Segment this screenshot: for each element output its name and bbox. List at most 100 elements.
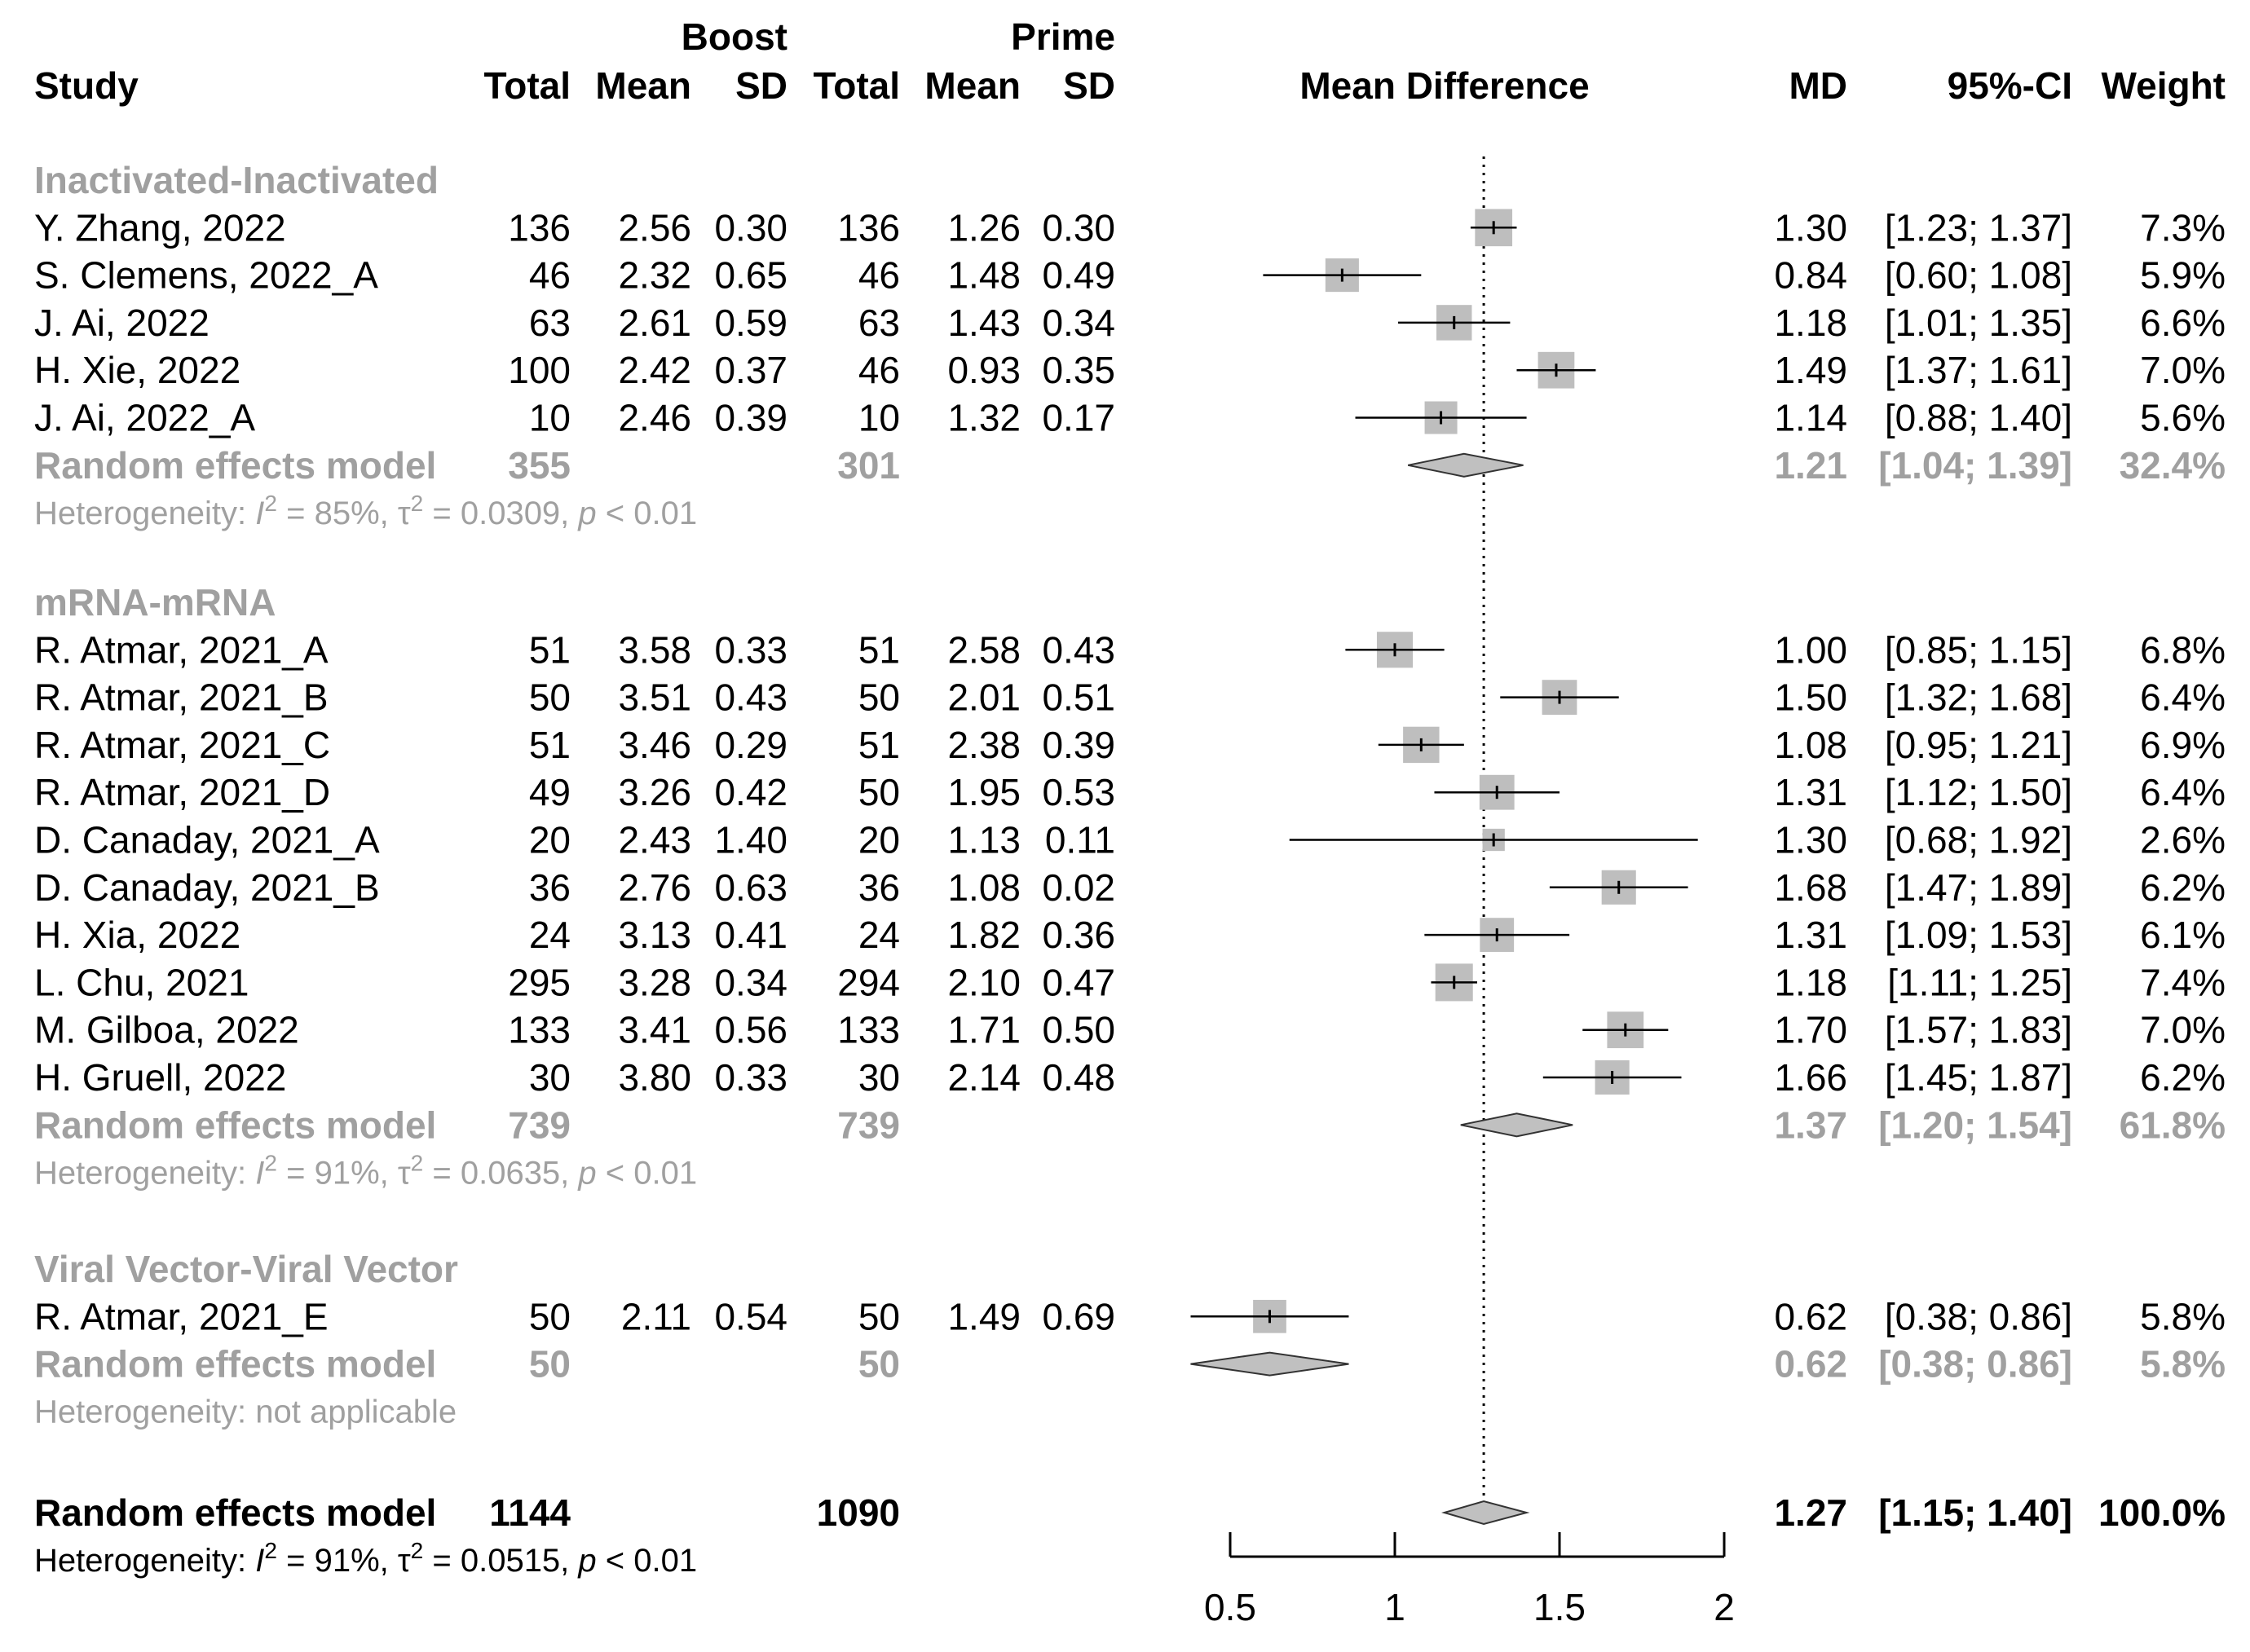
prime-total: 294 — [837, 961, 900, 1003]
weight-value: 2.6% — [2140, 819, 2226, 861]
study-name: H. Gruell, 2022 — [34, 1056, 286, 1099]
prime-mean: 0.93 — [947, 349, 1021, 391]
boost-total: 24 — [529, 914, 571, 956]
prime-sd: 0.47 — [1042, 961, 1115, 1003]
prime-mean: 2.01 — [947, 676, 1021, 719]
subgroup-prime-total: 50 — [858, 1343, 900, 1385]
subgroup-md: 0.62 — [1774, 1343, 1847, 1385]
boost-sd: 0.43 — [714, 676, 788, 719]
prime-sd: 0.50 — [1042, 1009, 1115, 1051]
ci-value: [1.47; 1.89] — [1885, 866, 2072, 909]
prime-mean: 1.82 — [947, 914, 1021, 956]
prime-sd: 0.30 — [1042, 206, 1115, 249]
boost-mean: 3.46 — [618, 724, 691, 766]
prime-mean: 1.71 — [947, 1009, 1021, 1051]
x-axis-tick-label: 2 — [1714, 1586, 1735, 1628]
subgroup-heterogeneity-prefix: Heterogeneity: — [34, 496, 255, 531]
weight-value: 7.0% — [2140, 1009, 2226, 1051]
subgroup-heterogeneity-tau-value: = 0.0635, — [423, 1155, 578, 1191]
prime-total: 30 — [858, 1056, 900, 1099]
overall-label: Random effects model — [34, 1491, 436, 1534]
header-boost-mean: Mean — [595, 64, 691, 107]
subgroup-heterogeneity-tau-superscript: 2 — [411, 491, 424, 516]
boost-total: 51 — [529, 628, 571, 671]
prime-total: 46 — [858, 349, 900, 391]
weight-value: 7.4% — [2140, 961, 2226, 1003]
prime-sd: 0.11 — [1045, 819, 1115, 861]
boost-sd: 0.34 — [714, 961, 788, 1003]
boost-mean: 2.32 — [618, 254, 691, 297]
prime-sd: 0.02 — [1042, 866, 1115, 909]
prime-sd: 0.51 — [1042, 676, 1115, 719]
md-value: 1.70 — [1774, 1009, 1847, 1051]
boost-total: 133 — [508, 1009, 571, 1051]
boost-total: 20 — [529, 819, 571, 861]
study-name: H. Xia, 2022 — [34, 914, 240, 956]
subgroup-md: 1.37 — [1774, 1104, 1847, 1146]
boost-sd: 0.59 — [714, 302, 788, 344]
boost-mean: 2.61 — [618, 302, 691, 344]
overall-ci: [1.15; 1.40] — [1878, 1491, 2072, 1534]
prime-total: 51 — [858, 628, 900, 671]
prime-total: 10 — [858, 397, 900, 439]
header-prime-sd: SD — [1063, 64, 1115, 107]
prime-sd: 0.39 — [1042, 724, 1115, 766]
prime-sd: 0.36 — [1042, 914, 1115, 956]
subgroup-heterogeneity-i2-value: = 85%, — [277, 496, 398, 531]
study-name: R. Atmar, 2021_B — [34, 676, 329, 719]
prime-sd: 0.48 — [1042, 1056, 1115, 1099]
subgroup-heterogeneity: Heterogeneity: I2 = 91%, τ2 = 0.0635, p … — [34, 1150, 697, 1191]
header-boost-total: Total — [484, 64, 571, 107]
md-value: 1.18 — [1774, 961, 1847, 1003]
subgroup-heterogeneity-i2-value: = 91%, — [277, 1155, 398, 1191]
subgroup-title: Inactivated-Inactivated — [34, 159, 439, 201]
subgroup-summary-label: Random effects model — [34, 1104, 436, 1146]
subgroup-heterogeneity-tau-superscript: 2 — [411, 1150, 424, 1175]
subgroup-summary-label: Random effects model — [34, 1343, 436, 1385]
boost-mean: 3.26 — [618, 771, 691, 813]
boost-total: 49 — [529, 771, 571, 813]
boost-total: 30 — [529, 1056, 571, 1099]
study-name: R. Atmar, 2021_E — [34, 1295, 329, 1337]
subgroup-heterogeneity-p-value: < 0.01 — [597, 496, 697, 531]
prime-total: 50 — [858, 771, 900, 813]
prime-sd: 0.43 — [1042, 628, 1115, 671]
prime-total: 50 — [858, 1295, 900, 1337]
md-value: 1.31 — [1774, 771, 1847, 813]
ci-value: [1.37; 1.61] — [1885, 349, 2072, 391]
ci-value: [1.11; 1.25] — [1887, 961, 2072, 1003]
ci-value: [0.68; 1.92] — [1885, 819, 2072, 861]
overall-md: 1.27 — [1774, 1491, 1847, 1534]
overall-heterogeneity-p-symbol: p — [577, 1543, 596, 1579]
study-name: M. Gilboa, 2022 — [34, 1009, 299, 1051]
subgroup-prime-total: 739 — [837, 1104, 900, 1146]
subgroup-boost-total: 50 — [529, 1343, 571, 1385]
boost-sd: 0.39 — [714, 397, 788, 439]
subgroup-heterogeneity-p-value: < 0.01 — [597, 1155, 697, 1191]
boost-mean: 3.80 — [618, 1056, 691, 1099]
ci-value: [0.95; 1.21] — [1885, 724, 2072, 766]
weight-value: 6.9% — [2140, 724, 2226, 766]
md-value: 0.84 — [1774, 254, 1847, 297]
subgroup-heterogeneity: Heterogeneity: not applicable — [34, 1394, 457, 1430]
study-name: Y. Zhang, 2022 — [34, 206, 286, 249]
ci-value: [1.45; 1.87] — [1885, 1056, 2072, 1099]
subgroup-md: 1.21 — [1774, 444, 1847, 487]
ci-value: [0.38; 0.86] — [1885, 1295, 2072, 1337]
header-md: MD — [1789, 64, 1847, 107]
boost-mean: 3.58 — [618, 628, 691, 671]
boost-mean: 3.51 — [618, 676, 691, 719]
header-weight: Weight — [2102, 64, 2226, 107]
ci-value: [0.85; 1.15] — [1885, 628, 2072, 671]
md-value: 1.14 — [1774, 397, 1847, 439]
boost-mean: 2.76 — [618, 866, 691, 909]
boost-total: 10 — [529, 397, 571, 439]
boost-total: 295 — [508, 961, 571, 1003]
overall-heterogeneity-i2-symbol: I — [255, 1543, 264, 1579]
subgroup-boost-total: 355 — [508, 444, 571, 487]
prime-mean: 1.26 — [947, 206, 1021, 249]
weight-value: 6.2% — [2140, 1056, 2226, 1099]
prime-total: 36 — [858, 866, 900, 909]
boost-mean: 3.13 — [618, 914, 691, 956]
boost-total: 50 — [529, 1295, 571, 1337]
